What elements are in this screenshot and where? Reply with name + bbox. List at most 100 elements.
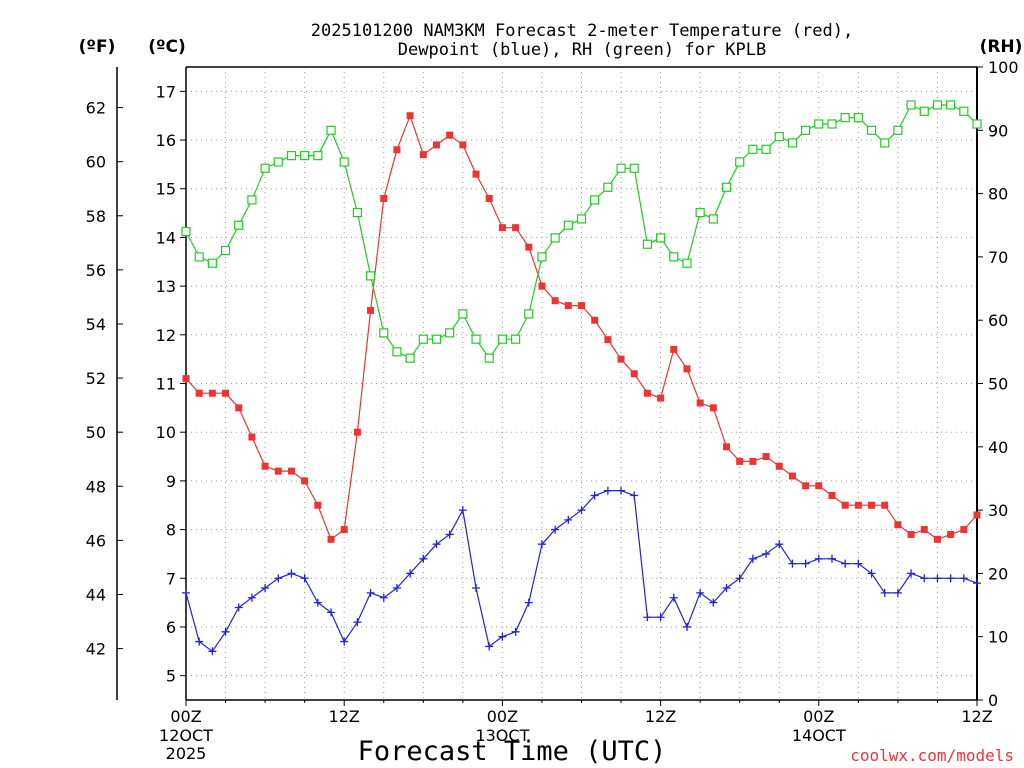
- rh-data-point: [603, 182, 613, 192]
- temperature-data-point: [235, 404, 243, 412]
- rh-data-point: [326, 125, 336, 135]
- dewpoint-data-point: [445, 530, 454, 539]
- temperature-data-point: [933, 535, 941, 543]
- rh-tick-label: 30: [988, 501, 1008, 520]
- rh-data-point: [510, 334, 521, 344]
- temperature-data-point: [828, 491, 836, 499]
- rh-data-point: [431, 334, 442, 344]
- fahrenheit-tick-label: 50: [86, 423, 106, 442]
- dewpoint-data-point: [353, 618, 362, 627]
- rh-data-point: [761, 144, 771, 154]
- rh-data-point: [247, 195, 257, 205]
- temperature-data-point: [208, 389, 216, 397]
- dewpoint-data-point: [419, 554, 428, 563]
- dewpoint-data-point: [287, 569, 296, 578]
- dewpoint-data-point: [748, 554, 757, 563]
- dewpoint-data-point: [867, 569, 876, 578]
- dewpoint-data-point: [274, 574, 283, 583]
- dewpoint-data-point: [893, 588, 902, 597]
- rh-data-point: [352, 207, 362, 218]
- temperature-data-point: [551, 297, 559, 305]
- dewpoint-data-point: [735, 574, 744, 583]
- rh-data-point: [537, 252, 547, 262]
- time-tick-label: 12Z: [961, 707, 992, 726]
- temperature-data-point: [762, 453, 770, 461]
- dewpoint-data-point: [696, 588, 705, 597]
- fahrenheit-tick-label: 46: [86, 531, 106, 550]
- temperature-data-point: [591, 316, 599, 324]
- dewpoint-data-point: [406, 569, 415, 578]
- celsius-tick-label: 11: [156, 375, 176, 394]
- dewpoint-data-point: [195, 637, 204, 646]
- fahrenheit-tick-label: 48: [86, 477, 106, 496]
- chart-title-line2: Dewpoint (blue), RH (green) for KPLB: [398, 40, 766, 60]
- dewpoint-data-point: [907, 569, 916, 578]
- dewpoint-data-point: [327, 608, 336, 617]
- fahrenheit-tick-label: 42: [86, 640, 106, 659]
- dewpoint-data-point: [221, 627, 230, 636]
- temperature-data-point: [419, 151, 427, 159]
- date-tick-label: 12OCT: [159, 726, 213, 745]
- dewpoint-data-point: [762, 549, 771, 558]
- rh-data-point: [207, 258, 217, 268]
- dewpoint-data-point: [300, 574, 309, 583]
- dewpoint-data-point: [880, 588, 889, 597]
- rh-data-point: [194, 252, 204, 262]
- temperature-data-point: [222, 389, 230, 397]
- temperature-data-point: [881, 501, 889, 509]
- rh-data-point: [313, 151, 323, 161]
- temperature-data-point: [538, 282, 546, 290]
- temperature-data-point: [815, 482, 823, 490]
- rh-data-point: [550, 233, 560, 243]
- rh-data-point: [418, 334, 428, 344]
- rh-data-point: [445, 328, 455, 338]
- temperature-data-point: [261, 462, 269, 470]
- temperature-data-point: [696, 399, 704, 407]
- rh-data-point: [405, 353, 415, 363]
- temperature-data-point: [604, 336, 612, 344]
- dewpoint-data-point: [392, 584, 401, 593]
- dewpoint-data-point: [340, 637, 349, 646]
- time-tick-label: 00Z: [803, 707, 834, 726]
- celsius-tick-label: 17: [156, 82, 176, 101]
- rh-data-point: [392, 347, 402, 357]
- temperature-data-point: [960, 526, 968, 534]
- dewpoint-data-point: [590, 491, 599, 500]
- temperature-data-point: [485, 194, 493, 202]
- rh-data-point: [458, 309, 468, 319]
- dewpoint-data-point: [854, 559, 863, 568]
- rh-data-point: [524, 309, 534, 319]
- temperature-data-point: [802, 482, 810, 490]
- rh-data-point: [932, 100, 943, 110]
- fahrenheit-tick-label: 58: [86, 207, 106, 226]
- rh-tick-label: 40: [988, 438, 1008, 457]
- x-axis-label: Forecast Time (UTC): [358, 736, 667, 767]
- temperature-data-point: [301, 477, 309, 485]
- temperature-data-point: [314, 501, 322, 509]
- dewpoint-data-point: [630, 491, 639, 500]
- celsius-tick-label: 10: [156, 423, 176, 442]
- rh-data-point: [234, 220, 244, 230]
- fahrenheit-tick-label: 56: [86, 261, 106, 280]
- temperature-data-point: [657, 394, 665, 402]
- rh-data-point: [893, 125, 903, 135]
- dewpoint-data-point: [920, 574, 929, 583]
- temperature-data-point: [578, 302, 585, 310]
- rh-data-point: [721, 182, 732, 192]
- rh-data-point: [629, 163, 639, 173]
- rh-data-point: [866, 125, 877, 135]
- temperature-data-point: [432, 141, 440, 149]
- celsius-tick-label: 16: [156, 131, 176, 150]
- rh-data-point: [220, 245, 231, 256]
- temperature-data-point: [393, 146, 401, 154]
- temperature-data-point: [380, 194, 388, 202]
- temperature-data-point: [868, 501, 876, 509]
- temperature-data-point: [723, 443, 731, 451]
- rh-data-point: [853, 113, 863, 123]
- fahrenheit-tick-label: 54: [86, 315, 106, 334]
- temperature-data-point: [736, 457, 744, 465]
- dewpoint-data-point: [313, 598, 322, 607]
- dewpoint-data-point: [617, 486, 626, 495]
- tick-labels: 5678910111213141516174244464850525456586…: [86, 58, 1019, 763]
- rh-data-point: [708, 214, 718, 224]
